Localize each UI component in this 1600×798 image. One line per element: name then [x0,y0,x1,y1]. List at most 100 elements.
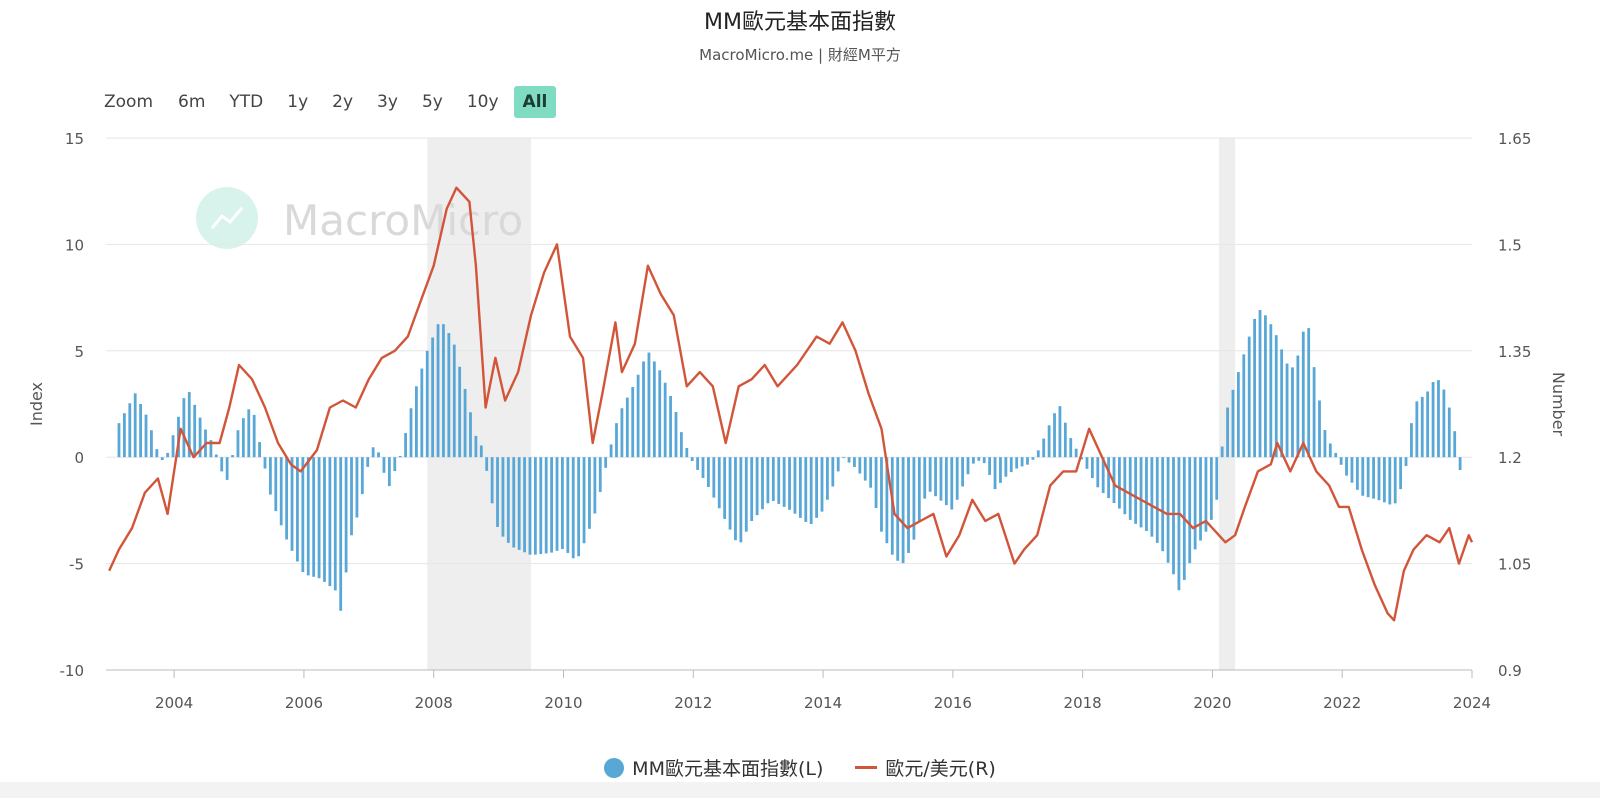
range-button-2y[interactable]: 2y [332,92,354,112]
bar-149 [923,457,927,499]
watermark-logo-glyph [210,207,244,229]
y-right-tick-label-0: 0.9 [1498,662,1522,680]
bar-146 [907,457,910,553]
bar-131 [825,457,829,500]
bar-105 [685,447,689,458]
bar-104 [679,432,683,458]
bar-198 [1188,457,1192,564]
bar-62 [452,344,456,458]
bar-74 [517,457,521,550]
bar-156 [961,457,964,487]
bar-216 [1285,363,1289,458]
bar-186 [1123,457,1127,515]
bar-85 [577,457,581,557]
bar-213 [1269,324,1273,458]
bar-195 [1172,457,1175,575]
bar-45 [360,457,364,495]
bar-177 [1074,448,1078,458]
range-button-10y[interactable]: 10y [466,92,499,112]
range-button-6m[interactable]: 6m [178,92,206,112]
axes: 2004 2006 2008 2010 2012 2014 2016 2018 2020 2022… [27,130,1568,712]
bar-66 [474,435,478,458]
bar-152 [939,457,943,501]
bar-78 [539,457,543,555]
bar-157 [966,457,970,475]
bar-232 [1372,457,1375,499]
range-selector: Zoom 6m YTD 1y 2y 3y 5y 10y All [100,84,562,120]
bar-137 [858,457,862,474]
bar-6 [150,430,153,458]
bar-144 [896,457,900,561]
x-tick-label-7: 2018 [1064,694,1102,712]
bar-47 [371,447,375,458]
bar-133 [836,457,840,472]
legend-item-index[interactable]: MM歐元基本面指數(L) [604,754,823,781]
bar-183 [1107,457,1110,499]
bar-173 [1053,413,1056,458]
legend: MM歐元基本面指數(L) 歐元/美元(R) [0,754,1600,781]
bar-221 [1312,367,1316,458]
bar-235 [1388,457,1392,505]
bar-170 [1036,450,1040,458]
bar-159 [977,457,981,461]
bar-7 [155,449,159,458]
range-button-1y[interactable]: 1y [287,92,309,112]
bar-76 [528,457,532,555]
bar-243 [1431,382,1435,458]
range-button-all[interactable]: All [513,86,557,118]
bar-238 [1404,457,1408,467]
bar-181 [1096,457,1100,488]
bar-179 [1085,457,1089,469]
bar-68 [485,457,489,471]
bar-32 [290,457,294,551]
bar-81 [555,457,559,551]
y-left-tick-label-3: 5 [74,343,84,361]
bar-110 [712,457,716,498]
bar-135 [847,457,851,463]
bar-20 [225,457,229,480]
y-left-tick-label-0: -10 [60,662,85,680]
eurusd-line [108,186,1474,622]
bar-191 [1150,457,1154,537]
bar-44 [355,457,359,518]
bar-153 [944,457,948,506]
x-tick-label-10: 2024 [1453,694,1491,712]
bar-188 [1134,457,1138,524]
bar-136 [853,457,856,467]
bar-128 [809,457,813,525]
range-button-ytd[interactable]: YTD [229,92,264,112]
bar-65 [469,412,472,458]
bar-52 [398,455,402,458]
bar-27 [263,457,267,469]
bar-201 [1204,457,1208,532]
bar-111 [717,457,721,509]
bar-164 [1004,457,1008,477]
bar-140 [874,457,878,509]
bar-59 [436,324,440,458]
bar-215 [1280,349,1284,458]
bar-108 [701,457,705,478]
bar-196 [1177,457,1181,591]
bar-208 [1242,354,1246,458]
bar-10 [171,435,175,458]
bar-58 [431,337,435,458]
bar-129 [815,457,818,518]
bar-218 [1296,355,1300,458]
bar-36 [312,457,316,577]
bar-79 [544,457,548,554]
bar-239 [1410,423,1413,458]
bar-115 [739,457,743,543]
range-button-3y[interactable]: 3y [377,92,398,112]
bar-19 [220,457,224,472]
legend-item-eurusd[interactable]: 歐元/美元(R) [855,754,996,781]
range-button-5y[interactable]: 5y [421,92,443,112]
bar-141 [880,457,883,532]
bar-193 [1161,457,1165,552]
bar-242 [1426,391,1430,458]
bar-231 [1366,457,1370,498]
bar-26 [258,442,261,458]
bar-151 [934,457,937,497]
bar-50 [387,457,391,487]
bar-155 [955,457,959,500]
bar-224 [1328,443,1332,458]
